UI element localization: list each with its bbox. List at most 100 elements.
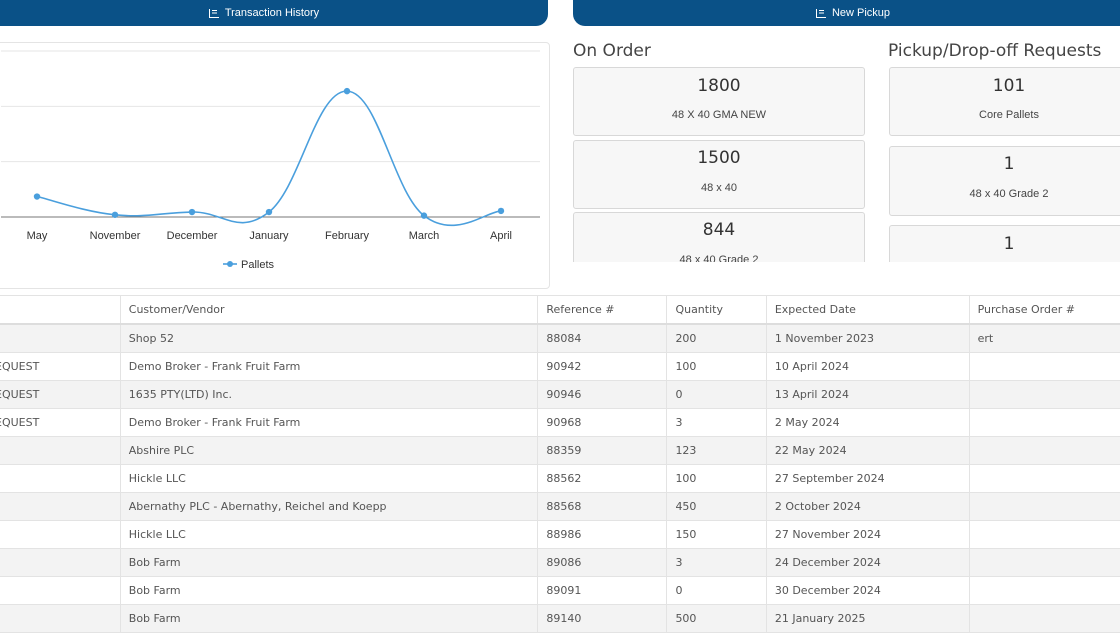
new-pickup-label: New Pickup bbox=[831, 7, 891, 19]
pickup-request-desc: Core Pallets bbox=[979, 109, 1039, 121]
orders-table: Customer/Vendor Reference # Quantity Exp… bbox=[0, 295, 1120, 633]
purchase-order-cell bbox=[968, 408, 1120, 437]
expected-date-cell: 30 December 2024 bbox=[765, 576, 970, 605]
purchase-order-cell bbox=[968, 436, 1120, 465]
new-pickup-button[interactable]: New Pickup bbox=[573, 0, 1120, 26]
bar-chart-icon bbox=[815, 8, 826, 18]
quantity-cell: 0 bbox=[666, 380, 767, 409]
row-type-cell bbox=[0, 492, 121, 521]
column-header-purchase-order[interactable]: Purchase Order # bbox=[968, 295, 1120, 325]
reference-cell: 90968 bbox=[537, 408, 668, 437]
pickup-request-qty: 101 bbox=[992, 76, 1026, 96]
quantity-cell: 500 bbox=[666, 604, 767, 633]
reference-cell: 89086 bbox=[537, 548, 668, 577]
purchase-order-cell bbox=[968, 604, 1120, 633]
quantity-cell: 123 bbox=[666, 436, 767, 465]
purchase-order-cell bbox=[968, 548, 1120, 577]
pickup-request-tile[interactable]: 1 bbox=[889, 225, 1120, 262]
quantity-cell: 150 bbox=[666, 520, 767, 549]
table-row[interactable]: Hickle LLC 88986 150 27 November 2024 bbox=[0, 520, 1120, 549]
customer-vendor-cell: Abernathy PLC - Abernathy, Reichel and K… bbox=[119, 492, 539, 521]
chart-x-tick-label: March bbox=[409, 230, 440, 242]
column-header-customer-vendor[interactable]: Customer/Vendor bbox=[119, 295, 539, 325]
pallets-line-chart: May November December January February March A… bbox=[1, 50, 540, 271]
customer-vendor-cell: Hickle LLC bbox=[119, 464, 539, 493]
row-type-cell bbox=[0, 576, 121, 605]
customer-vendor-cell: Bob Farm bbox=[119, 604, 539, 633]
row-type-cell bbox=[0, 464, 121, 493]
on-order-qty: 1500 bbox=[697, 148, 741, 168]
table-row[interactable]: Abshire PLC 88359 123 22 May 2024 bbox=[0, 436, 1120, 465]
chart-x-tick-label: February bbox=[325, 230, 370, 242]
table-row[interactable]: Abernathy PLC - Abernathy, Reichel and K… bbox=[0, 492, 1120, 521]
table-row[interactable]: Bob Farm 89140 500 21 January 2025 bbox=[0, 604, 1120, 633]
column-header[interactable] bbox=[0, 295, 121, 325]
expected-date-cell: 10 April 2024 bbox=[765, 352, 970, 381]
chart-x-tick-label: April bbox=[490, 230, 512, 242]
row-type-cell bbox=[0, 548, 121, 577]
expected-date-cell: 22 May 2024 bbox=[765, 436, 970, 465]
on-order-list: 1800 48 X 40 GMA NEW 1500 48 x 40 844 48… bbox=[573, 67, 865, 262]
chart-point-february bbox=[343, 87, 351, 95]
chart-x-tick-label: December bbox=[167, 230, 218, 242]
on-order-tile[interactable]: 1800 48 X 40 GMA NEW bbox=[573, 67, 865, 136]
purchase-order-cell bbox=[968, 464, 1120, 493]
column-header-reference[interactable]: Reference # bbox=[537, 295, 668, 325]
reference-cell: 90946 bbox=[537, 380, 668, 409]
table-row[interactable]: Bob Farm 89086 3 24 December 2024 bbox=[0, 548, 1120, 577]
expected-date-cell: 27 November 2024 bbox=[765, 520, 970, 549]
expected-date-cell: 13 April 2024 bbox=[765, 380, 970, 409]
reference-cell: 88359 bbox=[537, 436, 668, 465]
pickup-request-qty: 1 bbox=[1003, 154, 1015, 174]
reference-cell: 88568 bbox=[537, 492, 668, 521]
column-header-expected-date[interactable]: Expected Date bbox=[765, 295, 970, 325]
pickup-requests-list: 101 Core Pallets 1 48 x 40 Grade 2 1 bbox=[889, 67, 1120, 262]
transaction-history-button[interactable]: Transaction History bbox=[0, 0, 548, 26]
expected-date-cell: 27 September 2024 bbox=[765, 464, 970, 493]
purchase-order-cell bbox=[968, 492, 1120, 521]
pickup-request-qty: 1 bbox=[1003, 234, 1015, 254]
chart-point-january bbox=[265, 208, 273, 216]
on-order-tile[interactable]: 844 48 x 40 Grade 2 bbox=[573, 212, 865, 262]
chart-x-tick-label: November bbox=[90, 230, 141, 242]
customer-vendor-cell: Bob Farm bbox=[119, 548, 539, 577]
reference-cell: 88986 bbox=[537, 520, 668, 549]
table-row[interactable]: Shop 52 88084 200 1 November 2023 ert bbox=[0, 323, 1120, 353]
expected-date-cell: 2 May 2024 bbox=[765, 408, 970, 437]
on-order-desc: 48 x 40 bbox=[700, 182, 738, 194]
row-type-cell bbox=[0, 323, 121, 353]
pickup-request-desc: 48 x 40 Grade 2 bbox=[969, 188, 1049, 200]
chart-point-may bbox=[33, 193, 41, 200]
quantity-cell: 200 bbox=[666, 323, 767, 353]
table-row[interactable]: EQUESTDemo Broker - Frank Fruit Farm9094… bbox=[0, 352, 1120, 381]
table-row[interactable]: EQUESTDemo Broker - Frank Fruit Farm9096… bbox=[0, 408, 1120, 437]
reference-cell: 89140 bbox=[537, 604, 668, 633]
customer-vendor-cell: Hickle LLC bbox=[119, 520, 539, 549]
expected-date-cell: 1 November 2023 bbox=[765, 323, 970, 353]
transaction-history-label: Transaction History bbox=[224, 7, 320, 19]
quantity-cell: 100 bbox=[666, 352, 767, 381]
customer-vendor-cell: Demo Broker - Frank Fruit Farm bbox=[119, 352, 539, 381]
column-header-quantity[interactable]: Quantity bbox=[666, 295, 767, 325]
chart-series-line-pallets bbox=[36, 90, 502, 227]
quantity-cell: 3 bbox=[666, 548, 767, 577]
pickup-request-tile[interactable]: 101 Core Pallets bbox=[889, 67, 1120, 136]
purchase-order-cell: ert bbox=[968, 323, 1120, 353]
purchase-order-cell bbox=[968, 576, 1120, 605]
expected-date-cell: 2 October 2024 bbox=[765, 492, 970, 521]
customer-vendor-cell: Bob Farm bbox=[119, 576, 539, 605]
table-row[interactable]: Bob Farm 89091 0 30 December 2024 bbox=[0, 576, 1120, 605]
on-order-tile[interactable]: 1500 48 x 40 bbox=[573, 140, 865, 209]
on-order-qty: 844 bbox=[702, 220, 736, 240]
row-type-cell bbox=[0, 436, 121, 465]
row-type-cell: EQUEST bbox=[0, 352, 121, 381]
pickup-requests-title: Pickup/Drop-off Requests bbox=[888, 41, 1102, 61]
customer-vendor-cell: Shop 52 bbox=[119, 323, 539, 353]
chart-legend-swatch-dot bbox=[227, 261, 233, 267]
table-row[interactable]: Hickle LLC 88562 100 27 September 2024 bbox=[0, 464, 1120, 493]
reference-cell: 89091 bbox=[537, 576, 668, 605]
row-type-cell bbox=[0, 520, 121, 549]
quantity-cell: 0 bbox=[666, 576, 767, 605]
pickup-request-tile[interactable]: 1 48 x 40 Grade 2 bbox=[889, 146, 1120, 216]
